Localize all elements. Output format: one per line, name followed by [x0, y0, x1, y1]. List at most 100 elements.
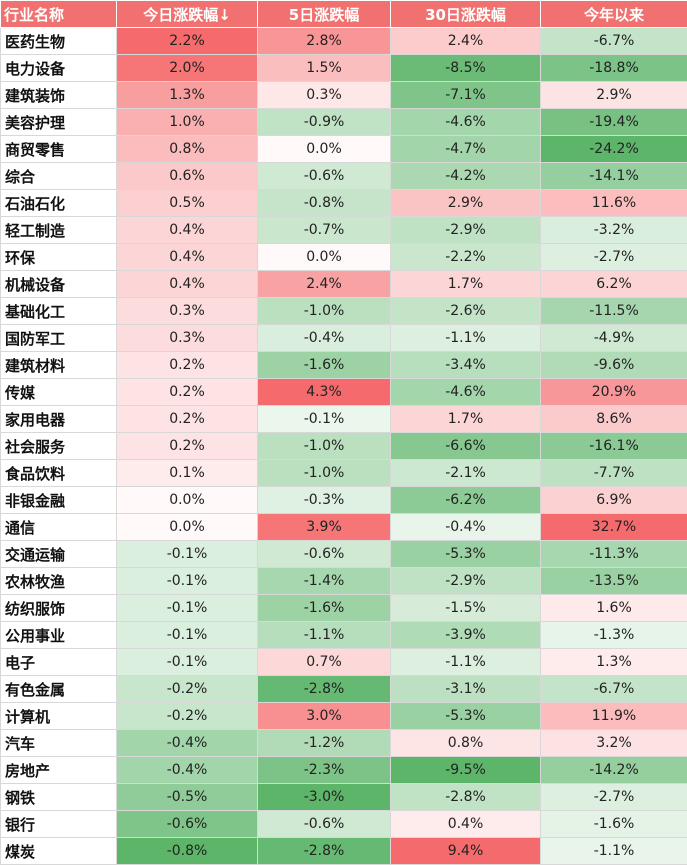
table-row[interactable]: 食品饮料 0.1% -1.0% -2.1% -7.7% [0, 459, 687, 487]
table-row[interactable]: 建筑材料 0.2% -1.6% -3.4% -9.6% [0, 351, 687, 379]
table-row[interactable]: 农林牧渔 -0.1% -1.4% -2.9% -13.5% [0, 567, 687, 595]
table-row[interactable]: 交通运输 -0.1% -0.6% -5.3% -11.3% [0, 540, 687, 568]
change-5d-cell: 0.3% [257, 81, 391, 109]
ytd-change-cell: 8.6% [540, 405, 687, 433]
ytd-change-cell: -7.7% [540, 459, 687, 487]
table-row[interactable]: 计算机 -0.2% 3.0% -5.3% 11.9% [0, 702, 687, 730]
table-row[interactable]: 基础化工 0.3% -1.0% -2.6% -11.5% [0, 297, 687, 325]
ytd-change-cell: -1.6% [540, 810, 687, 838]
table-row[interactable]: 石油石化 0.5% -0.8% 2.9% 11.6% [0, 189, 687, 217]
change-5d-cell: 3.0% [257, 702, 391, 730]
today-change-cell: 0.8% [116, 135, 258, 163]
industry-name-cell: 通信 [0, 513, 117, 541]
table-row[interactable]: 国防军工 0.3% -0.4% -1.1% -4.9% [0, 324, 687, 352]
industry-name-cell: 轻工制造 [0, 216, 117, 244]
ytd-change-cell: -1.3% [540, 621, 687, 649]
table-row[interactable]: 机械设备 0.4% 2.4% 1.7% 6.2% [0, 270, 687, 298]
table-row[interactable]: 商贸零售 0.8% 0.0% -4.7% -24.2% [0, 135, 687, 163]
change-5d-cell: 0.0% [257, 135, 391, 163]
change-30d-cell: -3.4% [390, 351, 541, 379]
industry-name-cell: 非银金融 [0, 486, 117, 514]
industry-name-cell: 交通运输 [0, 540, 117, 568]
change-30d-cell: -3.1% [390, 675, 541, 703]
today-change-cell: 0.3% [116, 297, 258, 325]
change-5d-cell: -2.8% [257, 837, 391, 865]
table-row[interactable]: 非银金融 0.0% -0.3% -6.2% 6.9% [0, 486, 687, 514]
table-row[interactable]: 电力设备 2.0% 1.5% -8.5% -18.8% [0, 54, 687, 82]
ytd-change-cell: -6.7% [540, 27, 687, 55]
industry-name-cell: 计算机 [0, 702, 117, 730]
table-row[interactable]: 公用事业 -0.1% -1.1% -3.9% -1.3% [0, 621, 687, 649]
table-row[interactable]: 纺织服饰 -0.1% -1.6% -1.5% 1.6% [0, 594, 687, 622]
change-5d-cell: 2.8% [257, 27, 391, 55]
change-5d-cell: -1.6% [257, 594, 391, 622]
today-change-cell: 0.2% [116, 405, 258, 433]
change-30d-cell: -2.9% [390, 216, 541, 244]
change-30d-cell: -2.2% [390, 243, 541, 271]
change-5d-cell: -2.3% [257, 756, 391, 784]
today-change-cell: -0.2% [116, 702, 258, 730]
ytd-change-cell: -24.2% [540, 135, 687, 163]
header-row: 行业名称 今日涨跌幅↓ 5日涨跌幅 30日涨跌幅 今年以来 [0, 0, 687, 28]
table-row[interactable]: 电子 -0.1% 0.7% -1.1% 1.3% [0, 648, 687, 676]
table-row[interactable]: 传媒 0.2% 4.3% -4.6% 20.9% [0, 378, 687, 406]
table-row[interactable]: 医药生物 2.2% 2.8% 2.4% -6.7% [0, 27, 687, 55]
change-30d-cell: 1.7% [390, 405, 541, 433]
industry-name-cell: 纺织服饰 [0, 594, 117, 622]
change-5d-cell: -0.8% [257, 189, 391, 217]
today-change-cell: 0.6% [116, 162, 258, 190]
change-30d-cell: 0.4% [390, 810, 541, 838]
table-row[interactable]: 汽车 -0.4% -1.2% 0.8% 3.2% [0, 729, 687, 757]
industry-name-cell: 基础化工 [0, 297, 117, 325]
header-today-change-sorted[interactable]: 今日涨跌幅↓ [116, 0, 258, 28]
industry-name-cell: 传媒 [0, 378, 117, 406]
today-change-cell: 0.4% [116, 243, 258, 271]
table-row[interactable]: 美容护理 1.0% -0.9% -4.6% -19.4% [0, 108, 687, 136]
ytd-change-cell: 6.9% [540, 486, 687, 514]
table-row[interactable]: 社会服务 0.2% -1.0% -6.6% -16.1% [0, 432, 687, 460]
today-change-cell: -0.1% [116, 567, 258, 595]
table-row[interactable]: 环保 0.4% 0.0% -2.2% -2.7% [0, 243, 687, 271]
change-5d-cell: -0.9% [257, 108, 391, 136]
today-change-cell: -0.1% [116, 621, 258, 649]
change-30d-cell: -6.6% [390, 432, 541, 460]
table-row[interactable]: 银行 -0.6% -0.6% 0.4% -1.6% [0, 810, 687, 838]
ytd-change-cell: -11.5% [540, 297, 687, 325]
change-5d-cell: -2.8% [257, 675, 391, 703]
table-row[interactable]: 钢铁 -0.5% -3.0% -2.8% -2.7% [0, 783, 687, 811]
ytd-change-cell: 11.9% [540, 702, 687, 730]
today-change-cell: 1.0% [116, 108, 258, 136]
header-industry-name[interactable]: 行业名称 [0, 0, 117, 28]
table-row[interactable]: 轻工制造 0.4% -0.7% -2.9% -3.2% [0, 216, 687, 244]
ytd-change-cell: 32.7% [540, 513, 687, 541]
ytd-change-cell: -16.1% [540, 432, 687, 460]
change-30d-cell: 1.7% [390, 270, 541, 298]
change-5d-cell: 1.5% [257, 54, 391, 82]
header-30day-change[interactable]: 30日涨跌幅 [390, 0, 541, 28]
change-5d-cell: 0.0% [257, 243, 391, 271]
industry-name-cell: 电子 [0, 648, 117, 676]
table-row[interactable]: 有色金属 -0.2% -2.8% -3.1% -6.7% [0, 675, 687, 703]
industry-name-cell: 银行 [0, 810, 117, 838]
change-5d-cell: -0.7% [257, 216, 391, 244]
change-30d-cell: -6.2% [390, 486, 541, 514]
today-change-cell: -0.1% [116, 648, 258, 676]
today-change-cell: 0.4% [116, 270, 258, 298]
industry-name-cell: 家用电器 [0, 405, 117, 433]
table-row[interactable]: 家用电器 0.2% -0.1% 1.7% 8.6% [0, 405, 687, 433]
table-row[interactable]: 煤炭 -0.8% -2.8% 9.4% -1.1% [0, 837, 687, 865]
today-change-cell: 2.2% [116, 27, 258, 55]
header-ytd-change[interactable]: 今年以来 [540, 0, 687, 28]
header-5day-change[interactable]: 5日涨跌幅 [257, 0, 391, 28]
change-30d-cell: -1.1% [390, 648, 541, 676]
change-30d-cell: -9.5% [390, 756, 541, 784]
industry-name-cell: 钢铁 [0, 783, 117, 811]
ytd-change-cell: -11.3% [540, 540, 687, 568]
table-row[interactable]: 建筑装饰 1.3% 0.3% -7.1% 2.9% [0, 81, 687, 109]
today-change-cell: -0.1% [116, 594, 258, 622]
table-row[interactable]: 房地产 -0.4% -2.3% -9.5% -14.2% [0, 756, 687, 784]
table-row[interactable]: 综合 0.6% -0.6% -4.2% -14.1% [0, 162, 687, 190]
industry-name-cell: 公用事业 [0, 621, 117, 649]
table-row[interactable]: 通信 0.0% 3.9% -0.4% 32.7% [0, 513, 687, 541]
